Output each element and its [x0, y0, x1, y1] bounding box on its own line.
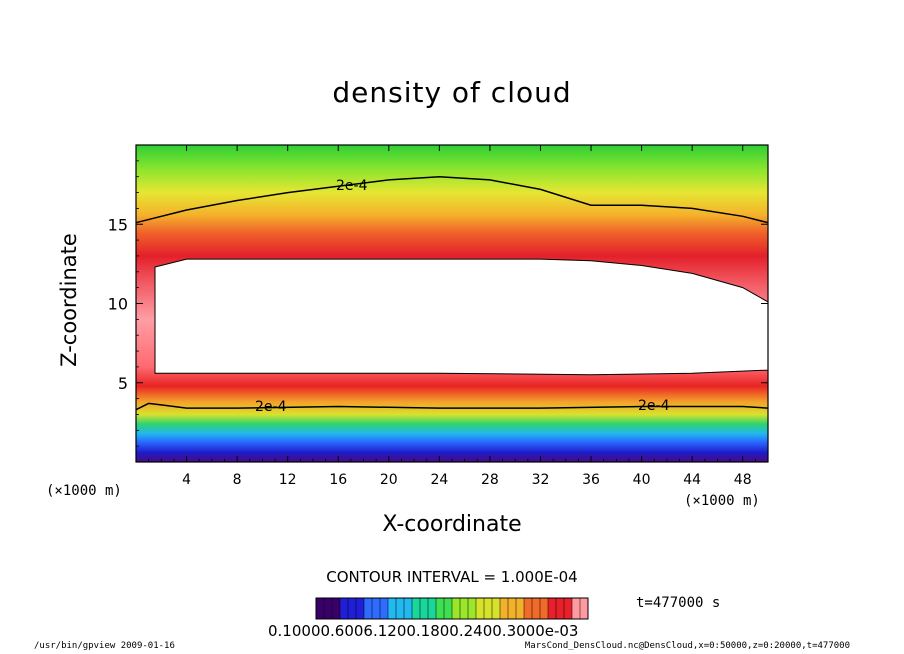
- colorbar-cell: [436, 598, 445, 619]
- colorbar-cell: [500, 598, 509, 619]
- x-tick-label: 28: [481, 472, 499, 488]
- colorbar-cell: [540, 598, 549, 619]
- colorbar-cell: [516, 598, 525, 619]
- x-tick-label: 36: [582, 472, 600, 488]
- x-tick-label: 4: [182, 472, 191, 488]
- colorbar: [315, 598, 589, 619]
- x-tick-label: 16: [329, 472, 347, 488]
- colorbar-cell: [572, 598, 581, 619]
- x-axis-unit: (×1000 m): [684, 493, 760, 509]
- colorbar-cell: [340, 598, 349, 619]
- footer-right: MarsCond_DensCloud.nc@DensCloud,x=0:5000…: [524, 641, 850, 651]
- y-tick-label: 10: [108, 295, 128, 314]
- colorbar-cell: [492, 598, 501, 619]
- colorbar-cell: [380, 598, 389, 619]
- colorbar-cell: [404, 598, 413, 619]
- contour-label-lower-left: 2e-4: [255, 399, 287, 415]
- y-axis-label: Z-coordinate: [57, 233, 81, 367]
- colorbar-frame: [315, 597, 589, 620]
- x-tick-label: 44: [683, 472, 701, 488]
- colorbar-labels: 0.10000.6006.1200.1800.2400.3000e-03: [268, 622, 579, 640]
- x-tick-label: 40: [633, 472, 651, 488]
- colorbar-cell: [532, 598, 541, 619]
- colorbar-cell: [412, 598, 421, 619]
- x-tick-label: 24: [430, 472, 448, 488]
- colorbar-cell: [556, 598, 565, 619]
- colorbar-cell: [428, 598, 437, 619]
- x-axis-label: X-coordinate: [382, 512, 522, 537]
- colorbar-cell: [476, 598, 485, 619]
- colorbar-cell: [444, 598, 453, 619]
- y-axis-ticks: 5 10 15: [108, 160, 768, 447]
- cloud-free-region: [154, 258, 768, 376]
- contour-label-lower-right: 2e-4: [638, 398, 670, 414]
- colorbar-cell: [420, 598, 429, 619]
- contour-label-upper: 2e-4: [336, 178, 368, 194]
- colorbar-cell: [356, 598, 365, 619]
- colorbar-cell: [460, 598, 469, 619]
- contour-2e-4-upper: [135, 175, 769, 224]
- colorbar-cell: [580, 598, 589, 619]
- x-tick-label: 20: [380, 472, 398, 488]
- footer-left: /usr/bin/gpview 2009-01-16: [34, 641, 175, 651]
- colorbar-cell: [396, 598, 405, 619]
- colorbar-cell: [372, 598, 381, 619]
- colorbar-cell: [316, 598, 325, 619]
- contour-2e-4-lower: [135, 402, 769, 411]
- y-axis-unit: (×1000 m): [46, 483, 122, 499]
- colorbar-cell: [348, 598, 357, 619]
- x-tick-label: 12: [279, 472, 297, 488]
- colorbar-cell: [524, 598, 533, 619]
- colorbar-cell: [452, 598, 461, 619]
- colorbar-cell: [484, 598, 493, 619]
- x-axis-ticks: 4 8 12 16 20 24 28 32 36 40 44 48: [148, 145, 756, 488]
- x-tick-label: 8: [233, 472, 242, 488]
- y-tick-label: 15: [108, 215, 128, 234]
- colorbar-cell: [324, 598, 333, 619]
- x-tick-label: 48: [734, 472, 752, 488]
- colorbar-cell: [388, 598, 397, 619]
- x-tick-label: 32: [532, 472, 550, 488]
- colorbar-cell: [364, 598, 373, 619]
- colorbar-cell: [508, 598, 517, 619]
- colorbar-cell: [564, 598, 573, 619]
- colorbar-cell: [548, 598, 557, 619]
- colorbar-cell: [332, 598, 341, 619]
- time-label: t=477000 s: [636, 595, 721, 611]
- colorbar-cell: [468, 598, 477, 619]
- y-tick-label: 5: [118, 374, 128, 393]
- chart-title: density of cloud: [332, 76, 572, 109]
- contour-interval: CONTOUR INTERVAL = 1.000E-04: [326, 568, 578, 586]
